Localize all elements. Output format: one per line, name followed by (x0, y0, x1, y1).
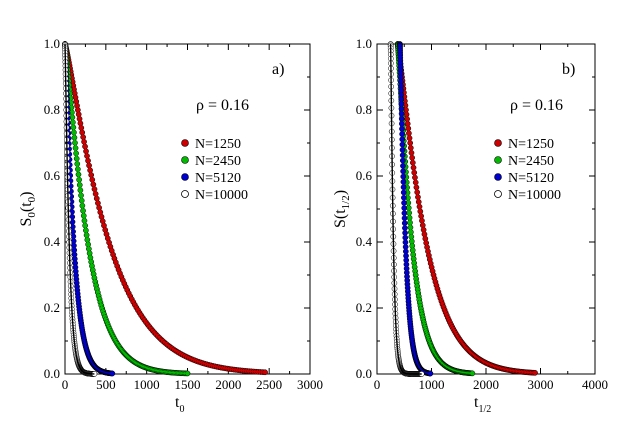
panel-b-density-annotation: ρ = 0.16 (510, 97, 563, 114)
fit-line-N-2450 (397, 43, 473, 375)
xtick-label: 3000 (528, 377, 554, 392)
panel-b-legend-label-1250: N=1250 (508, 137, 554, 152)
panel-b: 0 1000 2000 3000 4000 0.0 0.2 0.4 0.6 0.8 1.0 b) ρ… (332, 36, 608, 415)
panel-b-xlabel: t1/2 (474, 394, 491, 415)
panel-a-legend-label-5120: N=5120 (195, 171, 241, 186)
panel-a-frame (64, 43, 311, 375)
xtick-label: 0 (62, 377, 69, 392)
panel-a-legend-marker-10000 (181, 190, 189, 198)
xtick-label: 3000 (297, 377, 323, 392)
xtick-label: 1500 (175, 377, 201, 392)
panel-b-tag: b) (562, 61, 575, 78)
panel-b-series (387, 41, 538, 377)
panel-b-legend: N=1250 N=2450 N=5120 N=10000 (494, 137, 561, 203)
panel-a-ylabel: S0(t0) (18, 191, 38, 226)
ytick-label: 0.2 (356, 300, 372, 315)
ytick-label: 0.4 (356, 234, 373, 249)
fit-line-N-5120 (399, 43, 431, 375)
ytick-label: 0.6 (356, 168, 373, 183)
ytick-label: 0.0 (356, 366, 372, 381)
panel-a-legend-label-10000: N=10000 (195, 188, 248, 203)
panel-a: 0 500 1000 1500 2000 2500 3000 0.0 0.2 0.4 0.6 0.8 1… (18, 36, 323, 415)
panel-b-legend-marker-5120 (494, 173, 502, 181)
fit-line-N-1250 (397, 43, 536, 374)
panel-a-xlabel: t0 (175, 394, 184, 415)
panel-b-legend-marker-1250 (494, 139, 502, 147)
ytick-label: 0.6 (44, 168, 61, 183)
panel-a-ticks: 0 500 1000 1500 2000 2500 3000 0.0 0.2 0.4 0.6 0.8 1… (44, 36, 323, 392)
xtick-label: 500 (96, 377, 116, 392)
panel-b-legend-label-5120: N=5120 (508, 171, 554, 186)
ytick-label: 0.8 (44, 102, 60, 117)
fit-line-N-10000 (389, 43, 422, 375)
panel-a-legend: N=1250 N=2450 N=5120 N=10000 (181, 137, 248, 203)
panel-a-ylabel-paren-sub: 0 (26, 196, 38, 202)
panel-b-xlabel-sub: 1/2 (478, 404, 491, 415)
panel-a-xlabel-main: t (175, 394, 180, 411)
panel-a-density-annotation: ρ = 0.16 (196, 97, 249, 114)
panel-b-ticks: 0 1000 2000 3000 4000 0.0 0.2 0.4 0.6 0.8 1.0 (356, 36, 608, 392)
panel-a-tag: a) (272, 61, 284, 78)
xtick-label: 1000 (134, 377, 160, 392)
fit-line-N-2450 (64, 43, 188, 375)
panel-b-xlabel-main: t (474, 394, 479, 411)
fit-line-N-5120 (64, 43, 113, 375)
xtick-label: 4000 (582, 377, 608, 392)
panel-a-xlabel-sub: 0 (179, 404, 184, 415)
panel-a-ylabel-main: S (18, 218, 35, 227)
panel-b-ylabel: S(t1/2) (332, 190, 352, 228)
panel-a-legend-label-2450: N=2450 (195, 154, 241, 169)
ytick-label: 1.0 (356, 36, 372, 51)
xtick-label: 1000 (419, 377, 445, 392)
ytick-label: 0.2 (44, 300, 60, 315)
panel-a-ylabel-paren: (t (18, 202, 35, 212)
panel-a-ylabel-close: ) (18, 191, 35, 196)
panel-a-ylabel-sub: 0 (26, 212, 38, 218)
ytick-label: 0.4 (44, 234, 61, 249)
panel-a-legend-marker-5120 (181, 173, 189, 181)
xtick-label: 2000 (215, 377, 241, 392)
panel-a-legend-label-1250: N=1250 (195, 137, 241, 152)
panel-a-legend-marker-2450 (181, 156, 189, 164)
fit-line-N-1250 (64, 43, 266, 373)
panel-a-legend-marker-1250 (181, 139, 189, 147)
ytick-label: 0.8 (356, 102, 372, 117)
panel-a-series (62, 41, 268, 377)
ytick-label: 0.0 (44, 366, 60, 381)
xtick-label: 2000 (473, 377, 499, 392)
xtick-label: 2500 (256, 377, 282, 392)
ytick-label: 1.0 (44, 36, 60, 51)
panel-b-ylabel-sub: 1/2 (340, 195, 352, 209)
xtick-label: 0 (374, 377, 381, 392)
panel-b-legend-marker-2450 (494, 156, 502, 164)
panel-b-ylabel-main: S(t (332, 209, 349, 228)
panel-b-legend-label-10000: N=10000 (508, 188, 561, 203)
fit-line-N-10000 (64, 43, 95, 375)
panel-b-legend-label-2450: N=2450 (508, 154, 554, 169)
panel-b-ylabel-close: ) (332, 190, 349, 195)
panel-b-legend-marker-10000 (494, 190, 502, 198)
